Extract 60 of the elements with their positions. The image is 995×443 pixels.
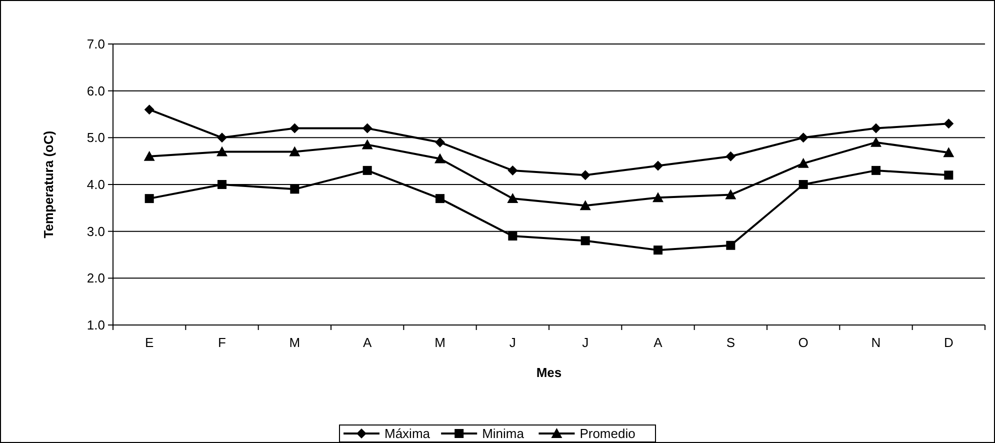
y-tick-label: 2.0 <box>86 270 105 286</box>
point <box>290 184 300 194</box>
x-axis-title: Mes <box>536 365 562 380</box>
x-tick-label: J <box>509 335 516 350</box>
point <box>508 232 518 241</box>
x-tick-label: J <box>582 335 589 350</box>
point <box>580 170 590 180</box>
legend-label: Promedio <box>580 426 636 442</box>
point <box>654 246 662 255</box>
point <box>435 137 445 148</box>
point <box>580 200 591 210</box>
y-tick-label: 3.0 <box>86 224 105 239</box>
point <box>872 166 880 175</box>
point <box>726 151 736 162</box>
y-tick-label: 4.0 <box>86 177 105 192</box>
point <box>725 189 736 200</box>
y-tick-label: 7.0 <box>86 36 105 52</box>
point <box>653 160 663 171</box>
x-tick-label: D <box>944 335 954 350</box>
x-tick-label: A <box>362 335 372 350</box>
x-tick-label: E <box>144 335 154 350</box>
point <box>726 240 736 250</box>
x-tick-label: S <box>726 335 736 350</box>
point <box>216 146 228 156</box>
point <box>798 158 809 168</box>
point <box>144 104 154 115</box>
legend-label: Minima <box>482 426 525 442</box>
point <box>290 123 300 134</box>
point <box>798 132 808 143</box>
point <box>144 150 155 161</box>
x-tick-label: F <box>218 335 226 350</box>
point <box>362 166 372 175</box>
point <box>580 236 590 246</box>
point <box>436 194 444 204</box>
point <box>434 153 446 164</box>
point <box>943 147 954 158</box>
point <box>508 165 518 176</box>
y-tick-label: 5.0 <box>86 130 105 146</box>
point <box>871 123 881 134</box>
legend-label: Máxima <box>384 426 431 442</box>
x-tick-label: M <box>289 335 300 350</box>
point <box>507 193 518 204</box>
y-tick-label: 1.0 <box>86 318 105 333</box>
point <box>652 192 664 202</box>
x-tick-label: A <box>654 335 663 350</box>
point <box>289 146 300 156</box>
point <box>798 180 808 189</box>
point <box>362 139 373 150</box>
point <box>944 118 954 129</box>
x-tick-label: O <box>798 335 808 350</box>
point <box>144 194 154 204</box>
point <box>218 180 226 189</box>
point <box>362 123 372 134</box>
y-axis-title: Temperatura (oC) <box>41 130 56 238</box>
point <box>870 136 882 147</box>
y-tick-label: 6.0 <box>86 83 105 98</box>
x-tick-label: M <box>434 335 446 350</box>
point <box>217 132 227 143</box>
x-tick-label: N <box>871 335 881 350</box>
point <box>944 170 954 180</box>
